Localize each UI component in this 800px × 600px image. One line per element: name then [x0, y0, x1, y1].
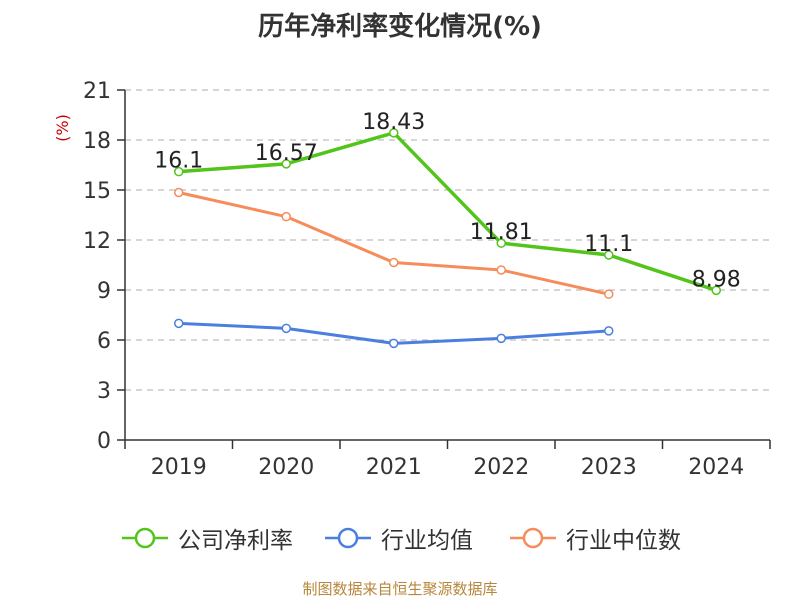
- axes: 0 3 6 9 12 15 18 21 2019 2020 2021 2022 2023 2024: [83, 79, 771, 480]
- legend-swatch-icon: [122, 527, 168, 549]
- data-labels: 16.1 16.57 18.43 11.81 11.1 8.98: [154, 110, 740, 293]
- data-point: [281, 323, 291, 334]
- legend-label: 行业均值: [381, 528, 473, 554]
- legend-swatch-icon: [325, 527, 371, 549]
- x-tick-label: 2023: [581, 455, 637, 480]
- x-tick-label: 2019: [151, 455, 207, 480]
- data-point: [496, 238, 506, 248]
- data-label: 11.1: [584, 232, 633, 257]
- data-point: [496, 333, 506, 344]
- y-axis-label: (%): [53, 114, 72, 142]
- y-tick-label: 0: [97, 429, 111, 454]
- legend: 公司净利率 行业均值 行业中位数: [0, 518, 800, 558]
- legend-item: 行业均值: [325, 518, 473, 558]
- data-point: [389, 257, 399, 268]
- x-tick-label: 2022: [473, 455, 529, 480]
- y-tick-label: 21: [83, 79, 111, 104]
- y-tick-label: 18: [83, 129, 111, 154]
- source-note: 制图数据来自恒生聚源数据库: [302, 580, 498, 598]
- y-tick-label: 15: [83, 179, 111, 204]
- grid-lines: [125, 89, 770, 391]
- series-line-2: [178, 191, 610, 296]
- y-tick-label: 12: [83, 229, 111, 254]
- series-lines: [174, 128, 721, 349]
- legend-label: 公司净利率: [178, 528, 293, 554]
- data-label: 11.81: [470, 220, 533, 245]
- data-label: 16.57: [255, 141, 318, 166]
- data-point: [604, 326, 614, 336]
- chart-title: 历年净利率变化情况(%): [258, 12, 542, 42]
- legend-item: 行业中位数: [510, 518, 681, 558]
- data-label: 8.98: [692, 267, 741, 292]
- data-point: [711, 285, 721, 296]
- legend-label: 行业中位数: [566, 528, 681, 554]
- x-tick-label: 2024: [688, 455, 744, 480]
- series-line-0: [178, 131, 717, 292]
- data-label: 16.1: [154, 149, 203, 174]
- x-tick-label: 2021: [366, 455, 422, 480]
- x-tick-label: 2020: [258, 455, 314, 480]
- data-point: [174, 318, 184, 329]
- y-tick-label: 3: [97, 379, 111, 404]
- legend-item: 公司净利率: [122, 518, 293, 558]
- y-tick-label: 6: [97, 329, 111, 354]
- data-label: 18.43: [362, 110, 425, 135]
- data-point: [281, 211, 291, 222]
- data-point: [604, 250, 614, 260]
- data-point: [604, 289, 614, 299]
- data-point: [174, 166, 184, 177]
- legend-swatch-icon: [510, 527, 556, 549]
- data-point: [389, 338, 399, 349]
- y-tick-label: 9: [97, 279, 111, 304]
- data-point: [174, 187, 184, 198]
- data-point: [281, 159, 291, 169]
- data-point: [389, 128, 399, 138]
- data-point: [496, 265, 506, 275]
